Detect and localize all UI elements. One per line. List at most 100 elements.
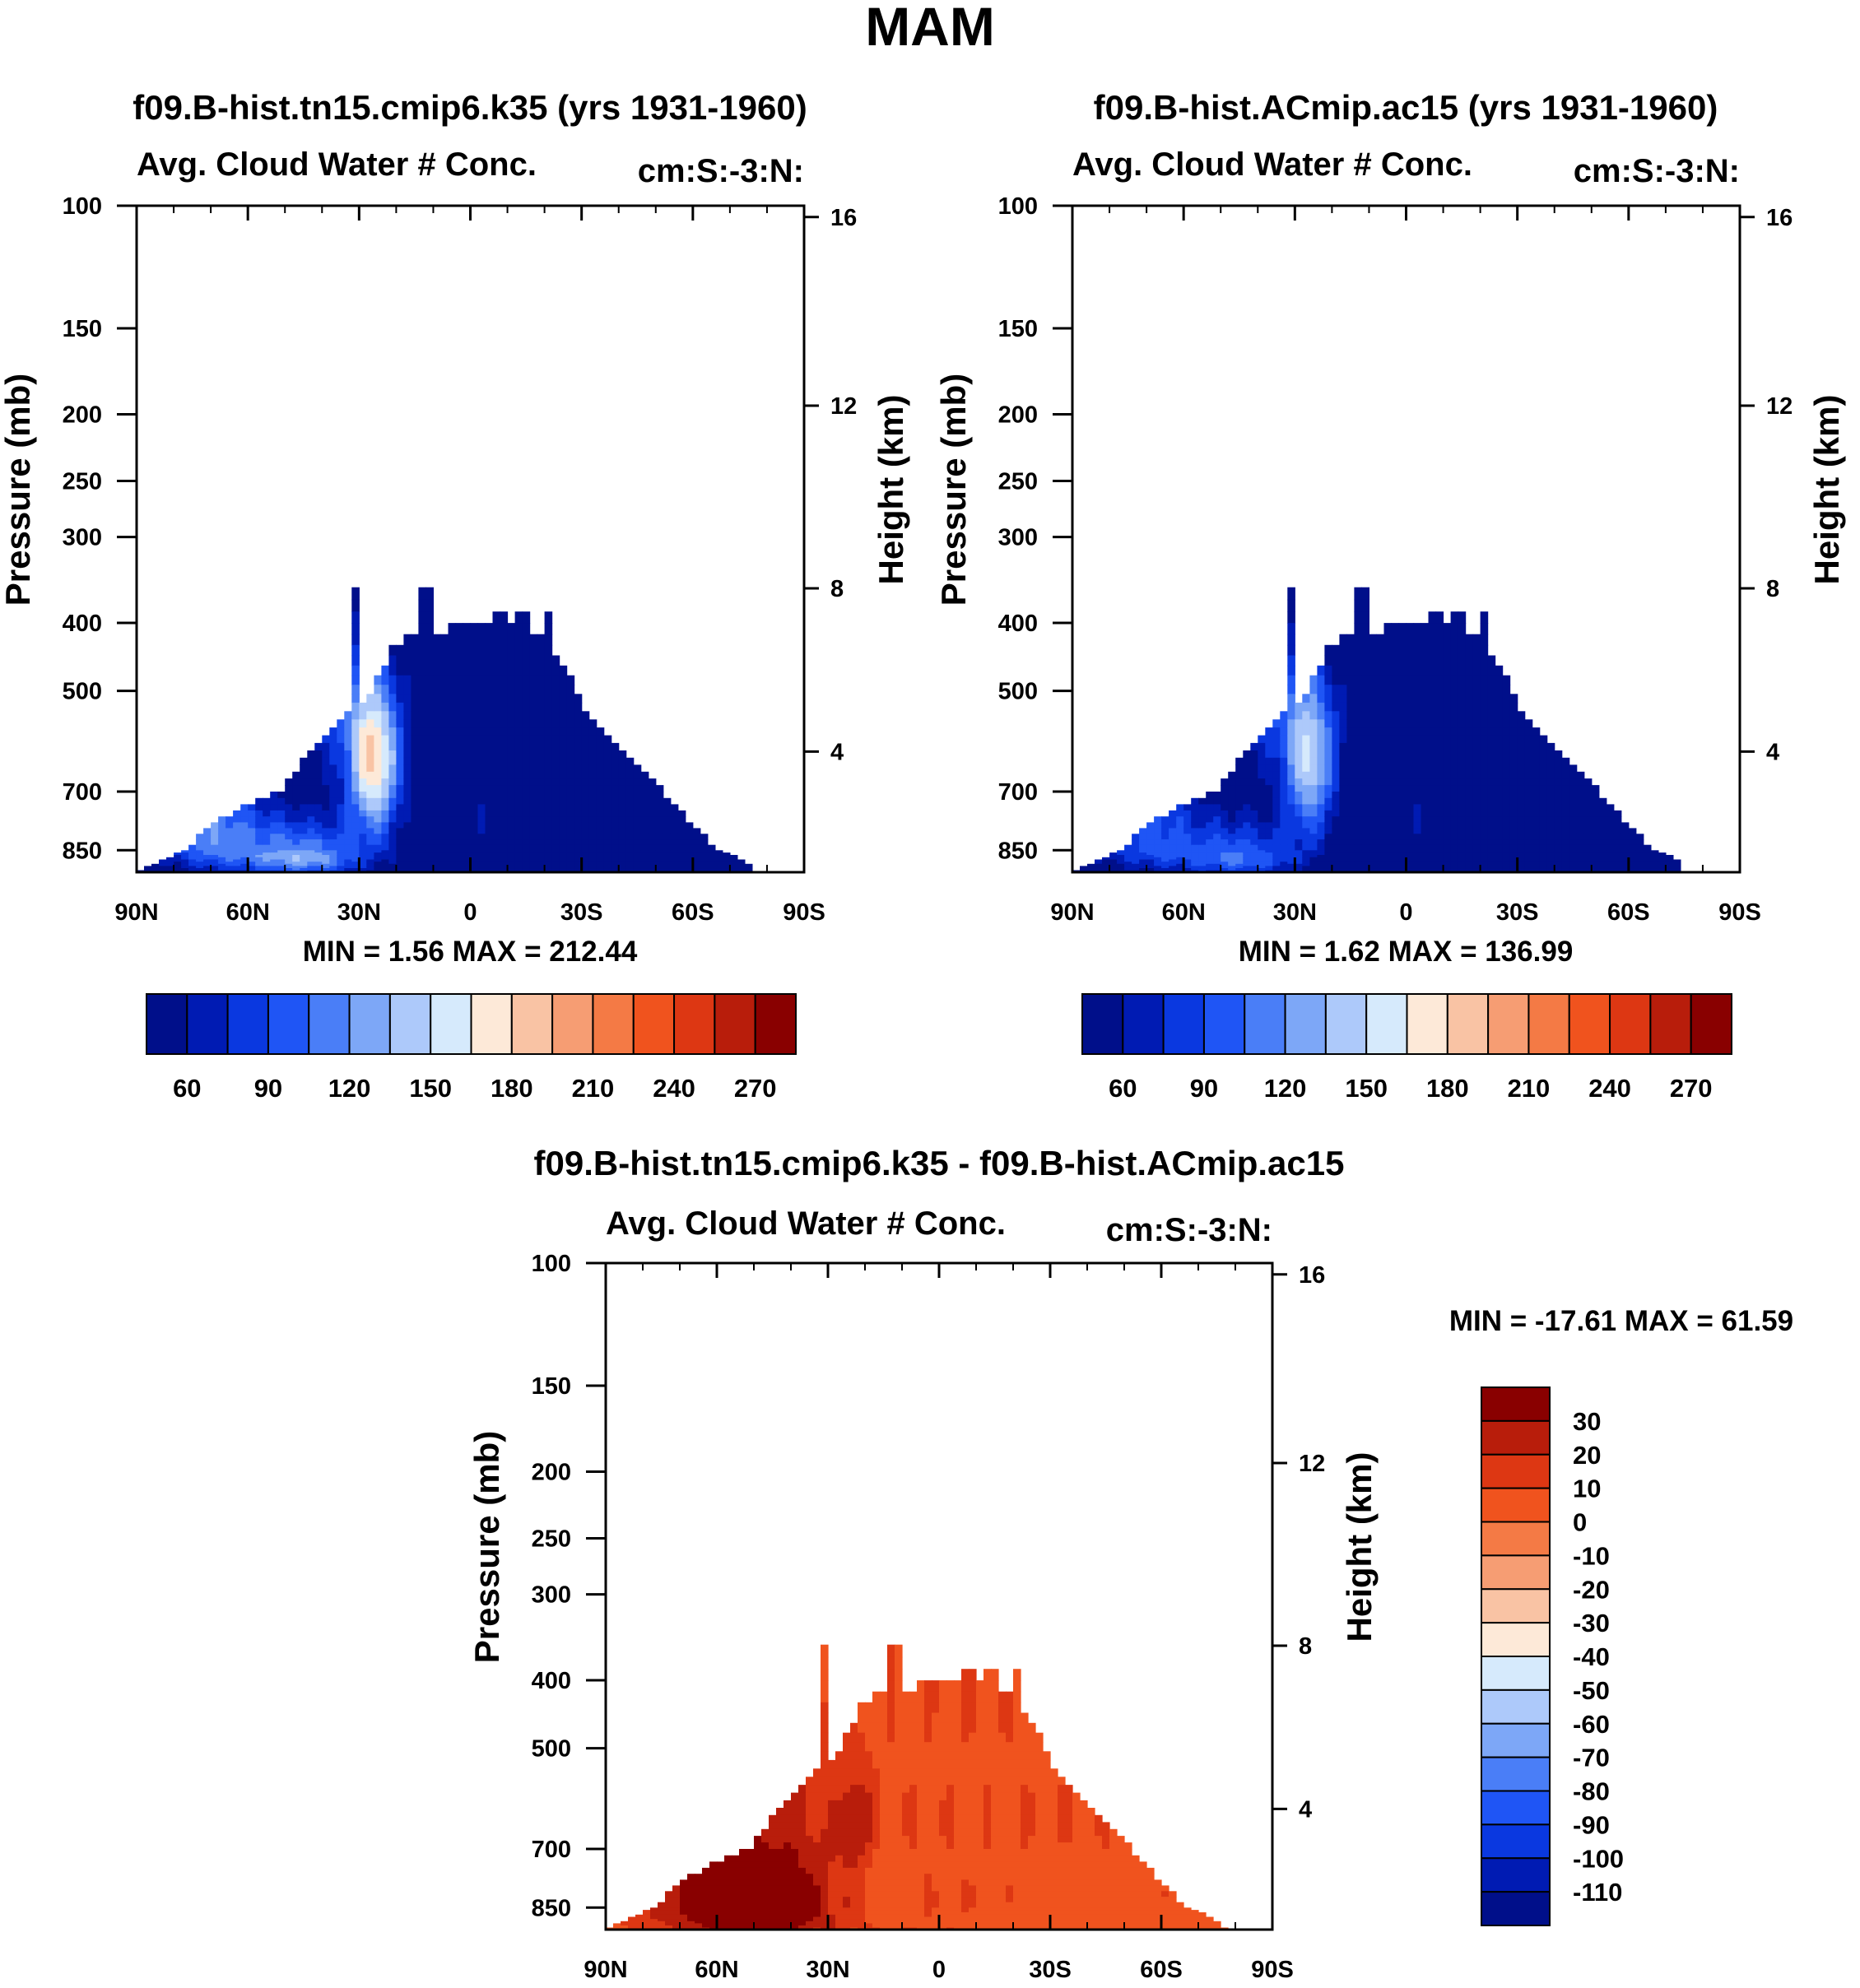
field-cell xyxy=(351,792,360,799)
field-cell xyxy=(596,778,605,786)
field-cell xyxy=(1613,850,1622,853)
field-cell xyxy=(1672,866,1681,869)
field-cell xyxy=(1383,675,1393,685)
field-cell xyxy=(813,1916,821,1920)
field-cell xyxy=(514,852,523,856)
field-cell xyxy=(314,771,323,779)
y-right-tick-label: 4 xyxy=(1766,739,1779,765)
field-cell xyxy=(1554,852,1563,856)
field-cell xyxy=(1213,866,1221,869)
field-cell xyxy=(1332,675,1340,685)
field-cell xyxy=(1435,675,1444,685)
field-cell xyxy=(798,1925,807,1929)
field-cell xyxy=(1480,834,1489,840)
field-cell xyxy=(1465,757,1474,765)
field-cell xyxy=(729,868,738,871)
field-cell xyxy=(374,839,382,846)
field-cell xyxy=(559,797,568,805)
field-cell xyxy=(425,822,434,829)
field-cell xyxy=(1472,792,1481,799)
field-cell xyxy=(650,1914,658,1918)
field-cell xyxy=(798,1879,807,1886)
field-cell xyxy=(1287,868,1295,871)
field-cell xyxy=(625,764,635,773)
field-cell xyxy=(1583,816,1593,823)
field-cell xyxy=(1502,785,1511,792)
field-cell xyxy=(344,810,352,817)
field-cell xyxy=(1376,862,1385,865)
field-cell xyxy=(1339,857,1347,861)
field-cell xyxy=(1458,844,1467,851)
field-cell xyxy=(529,862,538,865)
field-cell xyxy=(255,866,263,869)
field-cell xyxy=(1391,685,1400,694)
field-cell xyxy=(1435,735,1444,744)
field-cell xyxy=(514,719,523,728)
field-cell xyxy=(1332,850,1340,853)
field-cell xyxy=(1495,711,1504,720)
field-cell xyxy=(396,863,404,866)
field-cell xyxy=(1161,828,1169,834)
field-cell xyxy=(717,1923,725,1926)
field-cell xyxy=(1346,694,1355,704)
field-cell xyxy=(537,810,546,817)
field-cell xyxy=(1413,778,1422,786)
field-cell xyxy=(1524,764,1533,773)
field-cell xyxy=(1650,863,1659,866)
field-cell xyxy=(1361,611,1369,624)
field-cell xyxy=(611,792,620,799)
field-cell xyxy=(685,857,694,861)
field-cell xyxy=(1421,764,1430,773)
field-cell xyxy=(1317,828,1325,834)
field-cell xyxy=(366,742,374,751)
field-cell xyxy=(1339,665,1347,676)
field-cell xyxy=(1169,810,1177,817)
field-cell xyxy=(1524,866,1533,869)
field-cell xyxy=(1243,863,1251,866)
field-cell xyxy=(248,868,256,871)
field-cell xyxy=(1532,844,1541,851)
field-cell xyxy=(537,757,546,765)
field-cell xyxy=(551,844,560,851)
field-cell xyxy=(396,694,404,704)
field-cell xyxy=(322,866,330,869)
field-cell xyxy=(1361,685,1369,694)
field-cell xyxy=(1302,778,1310,786)
field-cell xyxy=(411,685,419,694)
field-cell xyxy=(672,1923,681,1926)
field-cell xyxy=(1324,857,1332,861)
field-cell xyxy=(655,816,664,823)
field-cell xyxy=(396,822,404,829)
field-cell xyxy=(1354,844,1362,851)
field-cell xyxy=(581,727,590,736)
field-cell xyxy=(233,863,241,866)
field-cell xyxy=(300,804,308,811)
colorbar-swatch xyxy=(1690,993,1732,1055)
field-cell xyxy=(813,1792,821,1801)
field-cell xyxy=(1339,694,1347,704)
field-cell xyxy=(500,816,509,823)
field-cell xyxy=(1391,665,1400,676)
field-cell xyxy=(1354,862,1362,865)
field-cell xyxy=(1517,764,1526,773)
field-cell xyxy=(448,863,457,866)
field-cell xyxy=(1243,850,1251,853)
field-cell xyxy=(1339,792,1347,799)
field-cell xyxy=(1280,857,1288,861)
field-cell xyxy=(433,852,441,856)
field-cell xyxy=(425,855,434,858)
field-cell xyxy=(300,785,308,792)
field-cell xyxy=(1598,844,1607,851)
field-cell xyxy=(329,839,337,846)
field-cell xyxy=(300,816,308,823)
field-cell xyxy=(455,719,464,728)
field-cell xyxy=(1443,771,1452,779)
field-cell xyxy=(374,844,382,851)
field-cell xyxy=(1332,764,1340,773)
field-cell xyxy=(1265,822,1273,829)
field-cell xyxy=(1398,822,1407,829)
field-cell xyxy=(1258,844,1266,851)
field-cell xyxy=(1339,735,1347,744)
field-cell xyxy=(151,863,160,866)
field-cell xyxy=(463,822,472,829)
